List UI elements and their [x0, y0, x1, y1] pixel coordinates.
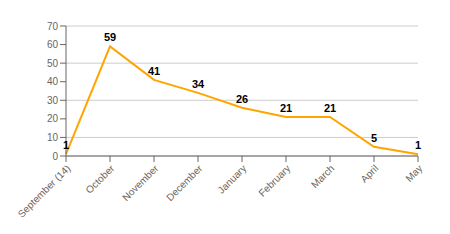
svg-text:40: 40	[47, 76, 59, 87]
svg-text:70: 70	[47, 21, 59, 32]
svg-text:50: 50	[47, 58, 59, 69]
svg-text:1: 1	[415, 139, 421, 151]
svg-text:1: 1	[63, 139, 69, 151]
svg-text:21: 21	[324, 102, 336, 114]
svg-text:30: 30	[47, 95, 59, 106]
svg-text:41: 41	[148, 65, 160, 77]
svg-text:26: 26	[236, 93, 248, 105]
svg-text:October: October	[83, 162, 116, 195]
svg-text:September (14): September (14)	[16, 163, 73, 220]
svg-text:10: 10	[47, 132, 59, 143]
svg-text:February: February	[256, 163, 292, 199]
svg-text:April: April	[359, 163, 381, 185]
svg-text:60: 60	[47, 39, 59, 50]
svg-text:January: January	[215, 163, 248, 196]
svg-text:21: 21	[280, 102, 292, 114]
svg-text:59: 59	[104, 31, 116, 43]
svg-text:34: 34	[192, 78, 205, 90]
svg-text:5: 5	[371, 132, 377, 144]
svg-text:December: December	[164, 162, 205, 203]
svg-text:November: November	[120, 162, 161, 203]
svg-text:March: March	[309, 163, 336, 190]
svg-text:May: May	[403, 163, 424, 184]
svg-text:0: 0	[52, 151, 58, 162]
svg-text:20: 20	[47, 113, 59, 124]
